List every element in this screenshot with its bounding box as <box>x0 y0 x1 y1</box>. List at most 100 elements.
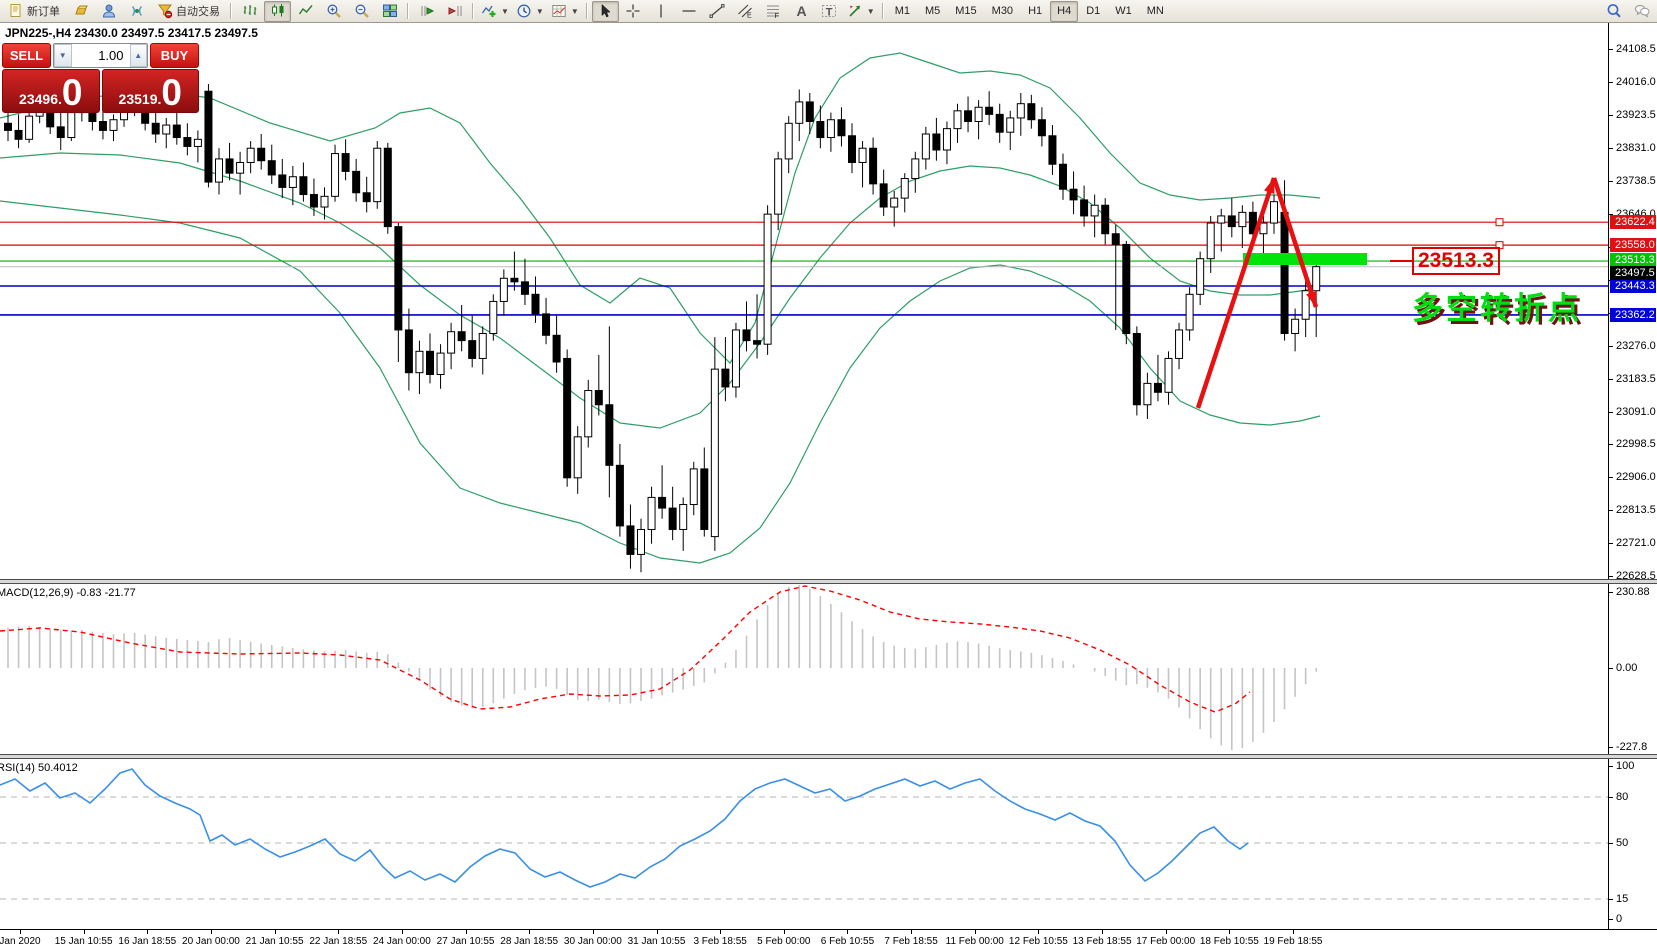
dropdown-arrow-icon[interactable]: ▼ <box>866 6 875 16</box>
zoom-in-button[interactable] <box>320 1 347 22</box>
timeframe-button-h1[interactable]: H1 <box>1028 5 1043 17</box>
rsi-plot[interactable]: RSI(14) 50.4012 <box>0 759 1608 929</box>
timeframe-button-m15[interactable]: M15 <box>955 5 977 17</box>
hline-handle[interactable] <box>1495 218 1504 227</box>
text-tool-button[interactable]: A <box>788 1 815 22</box>
time-tick <box>83 930 85 934</box>
candle-body <box>710 368 719 538</box>
chat-button[interactable] <box>1628 1 1655 22</box>
candle-body <box>869 147 878 185</box>
signals-icon-button[interactable] <box>123 1 150 22</box>
candlestick-chart-button[interactable] <box>264 0 291 22</box>
candle-body <box>383 147 392 228</box>
candle-body <box>1238 211 1247 228</box>
time-tick <box>1165 930 1167 934</box>
volume-decrease-button[interactable]: ▼ <box>54 44 72 67</box>
price-callout-label[interactable]: 23513.3 <box>1412 247 1500 275</box>
volume-increase-button[interactable]: ▲ <box>129 44 147 67</box>
crosshair-tool-button[interactable] <box>620 1 647 22</box>
volume-input[interactable] <box>71 44 130 67</box>
candle-body <box>236 161 245 174</box>
svg-text:E: E <box>747 13 752 20</box>
macd-axis-label: -227.8 <box>1616 741 1648 753</box>
dropdown-arrow-icon[interactable]: ▼ <box>535 6 544 16</box>
timeframe-button-h4[interactable]: H4 <box>1050 0 1079 22</box>
trend-arrow-up[interactable] <box>1195 177 1277 409</box>
timeframe-button-m1[interactable]: M1 <box>894 5 910 17</box>
chart-shift-button[interactable] <box>441 1 468 22</box>
buy-button[interactable]: BUY <box>150 43 199 68</box>
main-chart-pane: JPN225-,H4 23430.0 23497.5 23417.5 23497… <box>0 23 1657 583</box>
fibonacci-tool-button-icon: F <box>765 3 781 19</box>
time-tick <box>147 930 149 934</box>
axis-tick <box>1609 444 1613 446</box>
candle-body <box>489 300 498 335</box>
candle-body <box>1270 201 1278 224</box>
candle-body <box>1122 243 1131 335</box>
trend-arrow-down[interactable] <box>1271 177 1319 308</box>
axis-tick <box>1609 81 1613 83</box>
candle-body <box>426 350 434 375</box>
timeframe-button-w1[interactable]: W1 <box>1115 5 1132 17</box>
bar-chart-button[interactable] <box>236 1 263 22</box>
axis-tick-label: 22628.5 <box>1616 570 1656 583</box>
macd-chart[interactable] <box>0 584 1608 754</box>
horizontal-line-tool-button[interactable] <box>676 1 703 22</box>
sell-price[interactable]: 23496. 0 <box>2 69 100 113</box>
candle-body <box>615 464 624 527</box>
toolbar: 新订单 自动交易 ▼ ▼ ▼ E F A T ▼ M1 M5 M15 M30 H1 H4 D1 W1 MN <box>0 0 1657 23</box>
search-button[interactable] <box>1600 1 1627 22</box>
zoom-out-button[interactable] <box>348 1 375 22</box>
time-tick <box>1229 930 1231 934</box>
pane-splitter[interactable] <box>0 579 1657 584</box>
candle-body <box>404 329 413 374</box>
tile-windows-button[interactable] <box>376 1 403 22</box>
candle-body <box>1059 163 1067 190</box>
arrow-head <box>1264 178 1275 194</box>
timeframe-button-d1[interactable]: D1 <box>1086 5 1101 17</box>
candle-body <box>1259 222 1268 235</box>
dropdown-arrow-icon[interactable]: ▼ <box>501 6 509 16</box>
time-label: 7 Feb 18:55 <box>884 936 938 947</box>
candle-body <box>1080 199 1089 217</box>
templates-button[interactable]: ▼ <box>548 1 582 22</box>
timeframe-button-m5[interactable]: M5 <box>924 5 941 17</box>
time-tick <box>974 930 976 934</box>
new-order-button[interactable]: 新订单 <box>2 1 66 22</box>
rsi-chart[interactable] <box>0 759 1608 929</box>
chart-ingot-icon-button[interactable] <box>67 1 94 22</box>
timeframe-button-m30[interactable]: M30 <box>991 5 1014 17</box>
auto-scroll-button[interactable] <box>413 1 440 22</box>
annotation-text[interactable]: 多空转折点 <box>1412 291 1582 326</box>
line-chart-button[interactable] <box>292 1 319 22</box>
svg-text:T: T <box>826 6 833 18</box>
indicators-button[interactable]: ▼ <box>478 1 512 22</box>
price-chip-23622.4: 23622.4 <box>1610 215 1656 230</box>
sell-button[interactable]: SELL <box>2 43 51 68</box>
periods-button[interactable]: ▼ <box>513 1 547 22</box>
market-watch-icon-button[interactable] <box>95 1 122 22</box>
autotrading-button[interactable]: 自动交易 <box>151 1 226 22</box>
vertical-line-tool-button[interactable] <box>648 1 675 22</box>
one-click-trading-panel: SELL ▼ ▲ BUY 23496.0 23519.0 <box>2 43 199 113</box>
channel-tool-button[interactable]: E <box>732 1 759 22</box>
candle-body <box>879 183 888 208</box>
dropdown-arrow-icon[interactable]: ▼ <box>570 6 579 16</box>
axis-tick <box>1609 114 1613 116</box>
time-label: 16 Jan 18:55 <box>118 936 177 947</box>
label-tool-button[interactable]: T <box>816 1 843 22</box>
arrows-tool-button[interactable]: ▼ <box>844 1 878 22</box>
zoom-in-button-icon <box>326 3 342 19</box>
trendline-tool-button[interactable] <box>704 1 731 22</box>
cursor-tool-button[interactable] <box>591 0 619 22</box>
main-chart-plot[interactable]: JPN225-,H4 23430.0 23497.5 23417.5 23497… <box>0 23 1608 579</box>
fibonacci-tool-button[interactable]: F <box>760 1 787 22</box>
pane-splitter[interactable] <box>0 754 1657 759</box>
axis-tick <box>1609 510 1613 512</box>
timeframe-button-mn[interactable]: MN <box>1146 5 1164 17</box>
candlestick-chart[interactable] <box>0 23 1608 579</box>
candle-body <box>151 122 160 135</box>
macd-plot[interactable]: MACD(12,26,9) -0.83 -21.77 <box>0 584 1608 754</box>
buy-price[interactable]: 23519. 0 <box>101 69 199 113</box>
highlight-zone[interactable] <box>1243 253 1367 265</box>
